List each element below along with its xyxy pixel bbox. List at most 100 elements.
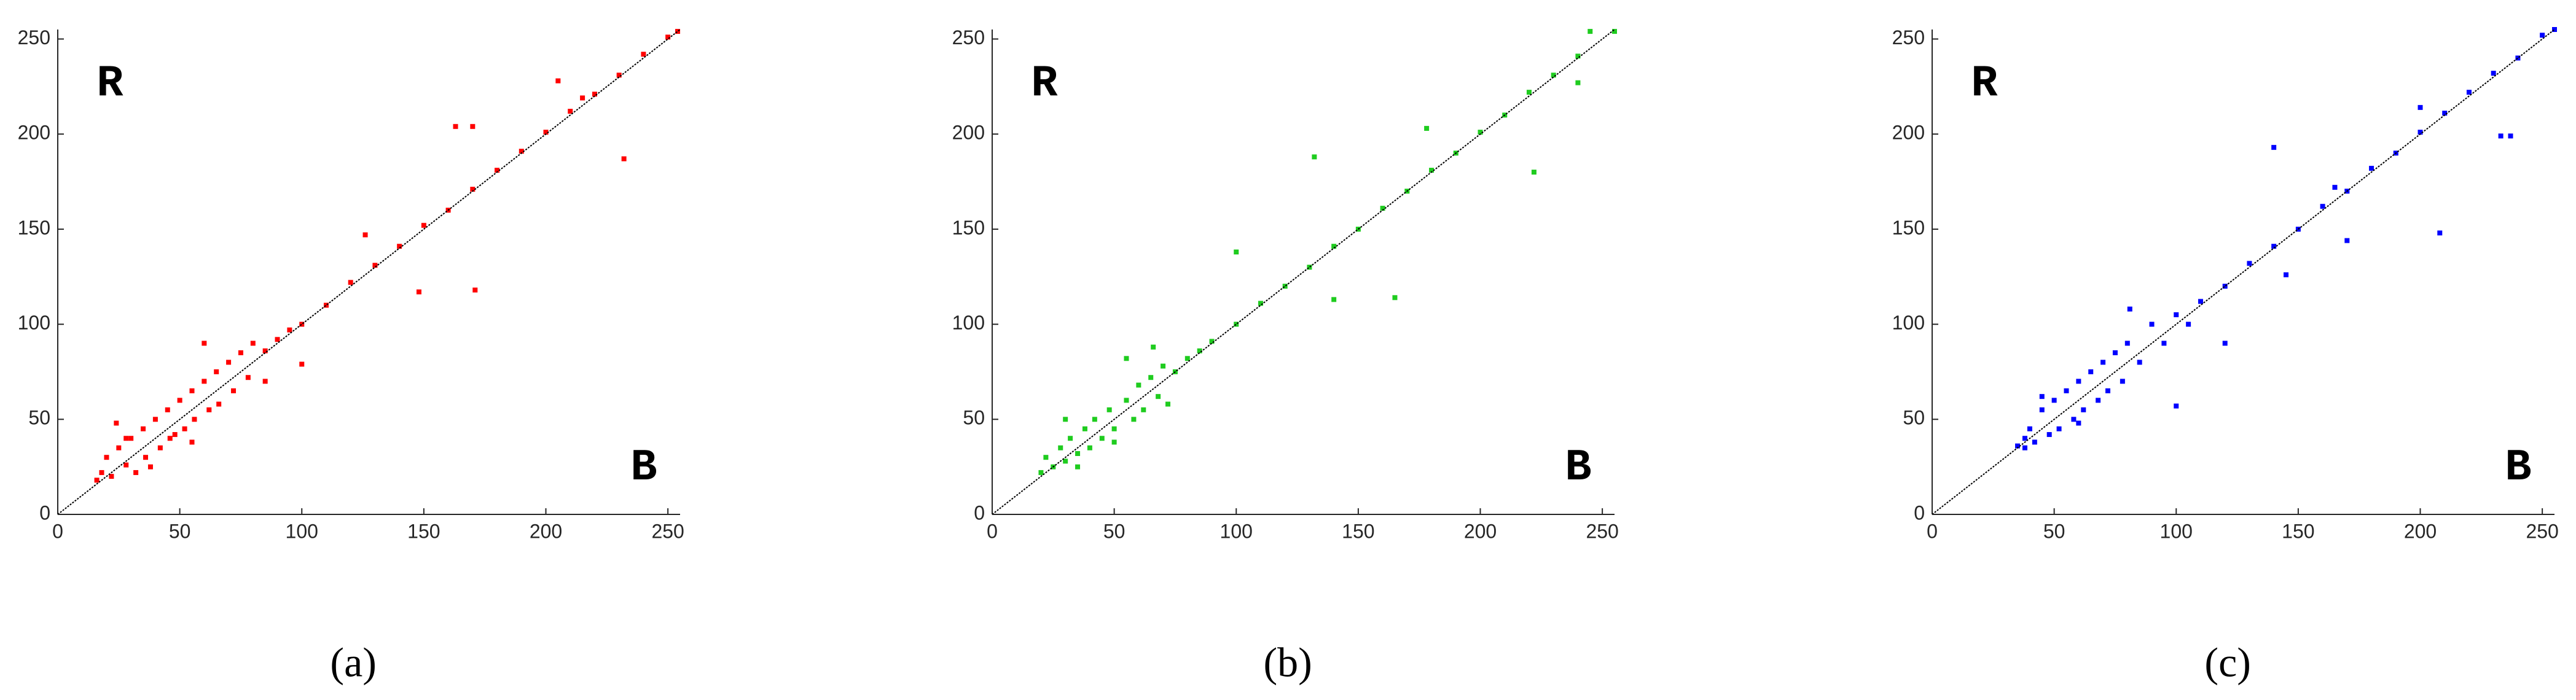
point — [580, 95, 585, 101]
point — [2137, 360, 2142, 365]
point — [2081, 407, 2086, 412]
x-tick-label: 200 — [1464, 520, 1497, 542]
point — [172, 432, 178, 438]
point — [104, 455, 109, 460]
point — [1151, 344, 1156, 350]
point — [143, 455, 149, 460]
x-tick-label: 250 — [651, 520, 684, 542]
y-tick-label: 150 — [1892, 216, 1925, 238]
point — [2466, 90, 2472, 95]
point — [665, 34, 671, 40]
point — [1331, 243, 1337, 249]
point — [2022, 445, 2027, 450]
point — [206, 407, 212, 412]
point — [1043, 455, 1049, 460]
point — [2284, 272, 2289, 278]
point — [116, 445, 122, 450]
point — [2027, 426, 2032, 431]
point — [1124, 398, 1129, 403]
point — [470, 124, 476, 129]
point — [109, 474, 114, 479]
reference-line — [1932, 29, 2555, 515]
caption: (c) — [2204, 639, 2250, 686]
point — [2271, 144, 2277, 150]
point — [1075, 450, 1081, 456]
point — [543, 130, 549, 135]
point — [1068, 436, 1073, 441]
point — [177, 398, 182, 403]
point — [2369, 165, 2374, 171]
point — [1312, 154, 1317, 160]
point — [2161, 340, 2167, 346]
point — [372, 262, 378, 268]
point — [189, 388, 195, 393]
point — [245, 375, 251, 380]
point — [1141, 407, 1146, 412]
point — [641, 52, 646, 57]
y-axis-letter: R — [96, 58, 123, 109]
reference-line — [992, 29, 1615, 515]
point — [202, 340, 207, 346]
point — [226, 360, 232, 365]
point — [1136, 382, 1141, 388]
point — [141, 426, 146, 431]
point — [616, 73, 622, 78]
x-tick-label: 100 — [2160, 520, 2193, 542]
point — [2198, 299, 2203, 304]
point — [182, 426, 187, 431]
point — [568, 109, 573, 114]
point — [147, 464, 153, 470]
point — [262, 379, 268, 384]
point — [1331, 297, 1337, 302]
x-axis-letter: B — [630, 442, 657, 493]
x-tick-label: 250 — [2526, 520, 2558, 542]
point — [2051, 398, 2057, 403]
point — [2046, 432, 2052, 438]
y-tick-label: 100 — [952, 312, 985, 334]
point — [2417, 104, 2423, 110]
point — [1063, 417, 1068, 422]
point — [323, 302, 329, 308]
point — [123, 462, 129, 468]
x-tick-label: 50 — [1103, 520, 1126, 542]
point — [1156, 394, 1161, 399]
point — [2552, 27, 2557, 32]
x-tick-label: 100 — [286, 520, 318, 542]
y-tick-label: 100 — [1892, 312, 1925, 334]
point — [157, 445, 163, 450]
point — [2096, 398, 2101, 403]
caption: (a) — [330, 639, 376, 686]
point — [675, 29, 681, 34]
point — [2174, 403, 2179, 409]
point — [2491, 71, 2496, 76]
point — [2088, 369, 2094, 374]
caption: (b) — [1264, 639, 1312, 686]
reference-line — [57, 29, 681, 515]
point — [519, 149, 524, 154]
point — [1161, 363, 1166, 369]
point — [2120, 379, 2125, 384]
x-tick-label: 50 — [2043, 520, 2065, 542]
point — [2056, 426, 2062, 431]
y-tick-label: 250 — [1892, 26, 1925, 49]
point — [238, 350, 243, 355]
point — [1234, 321, 1239, 327]
point — [1038, 470, 1044, 475]
y-axis-letter: R — [1971, 58, 1998, 109]
point — [2071, 417, 2077, 422]
point — [165, 407, 170, 412]
point — [128, 436, 134, 441]
x-tick-label: 150 — [1342, 520, 1374, 542]
point — [114, 420, 119, 426]
point — [1184, 356, 1190, 361]
point — [1551, 73, 1556, 78]
point — [2100, 360, 2106, 365]
point — [1131, 417, 1137, 422]
point — [1165, 401, 1171, 407]
point — [2064, 388, 2069, 393]
point — [1063, 458, 1068, 464]
point — [1197, 348, 1202, 353]
point — [1587, 29, 1593, 34]
y-axis-letter: R — [1031, 58, 1058, 109]
